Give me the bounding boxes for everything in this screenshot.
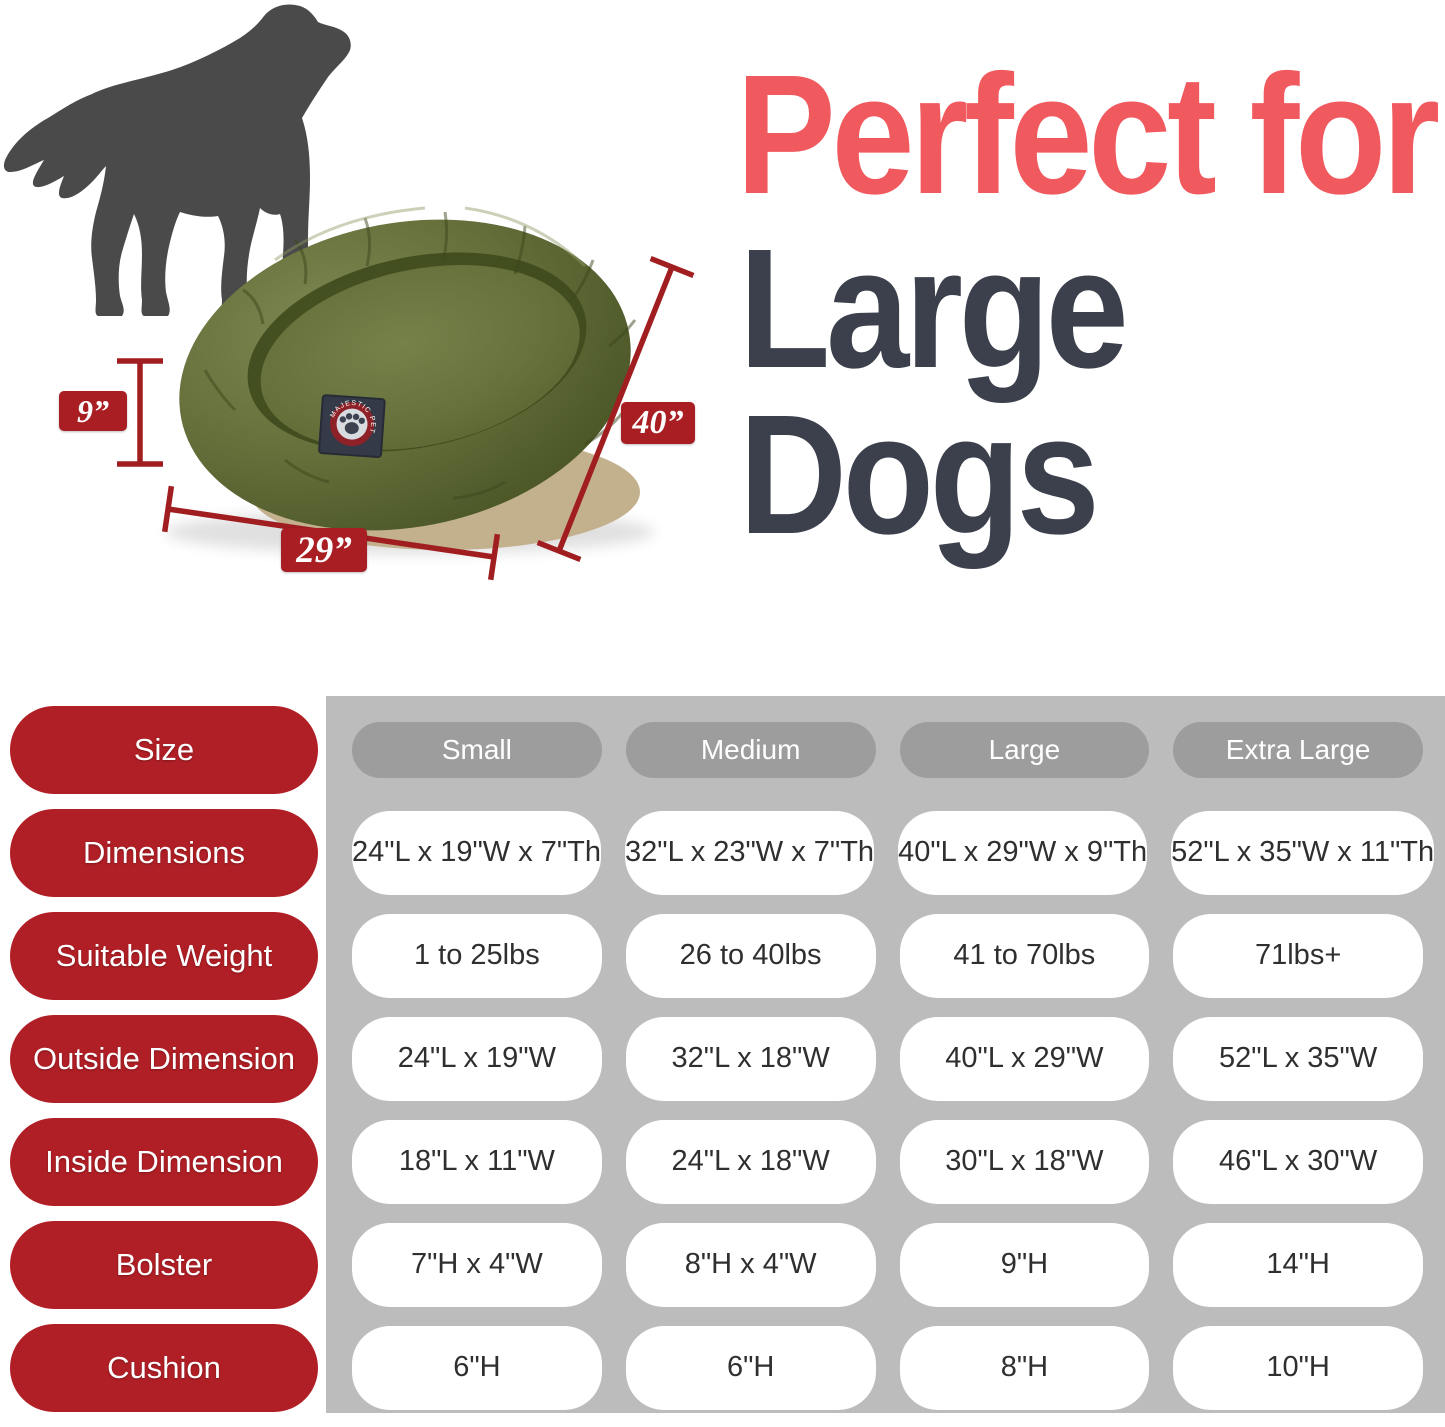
hero-section: MAJESTIC PET [0,0,1445,690]
column-header-pill: Extra Large [1173,721,1423,778]
row-label-pill: Suitable Weight [10,911,318,1000]
chart-data-row: Outside Dimension 24"L x 19"W 32"L x 18"… [0,1007,1445,1110]
value-pill: 1 to 25lbs [352,913,602,998]
value-pill: 8"H [899,1325,1150,1410]
headline-line-3: Dogs [739,380,1100,570]
value-pill: 26 to 40lbs [625,913,876,998]
headline-line-1: Perfect for [736,40,1440,230]
value-pill: 10"H [1173,1325,1423,1410]
chart-data-row: Cushion 6"H 6"H 8"H 10"H [0,1316,1445,1419]
value-pill: 32"L x 18"W [625,1016,876,1101]
chart-data-row: Inside Dimension 18"L x 11"W 24"L x 18"W… [0,1110,1445,1213]
value-pill: 24"L x 19"W x 7"Th [352,810,602,895]
value-pill: 18"L x 11"W [352,1119,602,1204]
brand-tag: MAJESTIC PET [318,394,386,458]
chart-data-row: Suitable Weight 1 to 25lbs 26 to 40lbs 4… [0,904,1445,1007]
value-pill: 9"H [899,1222,1150,1307]
row-label-pill: Inside Dimension [10,1117,318,1206]
value-pill: 8"H x 4"W [625,1222,876,1307]
value-pill: 6"H [625,1325,876,1410]
row-label-pill: Bolster [10,1220,318,1309]
size-chart-section: Size Small Medium Large Extra Large Dime… [0,690,1445,1427]
value-pill: 40"L x 29"W [899,1016,1150,1101]
value-pill: 24"L x 18"W [625,1119,876,1204]
value-pill: 41 to 70lbs [899,913,1150,998]
chart-data-row: Bolster 7"H x 4"W 8"H x 4"W 9"H 14"H [0,1213,1445,1316]
value-pill: 71lbs+ [1173,913,1423,998]
value-pill: 46"L x 30"W [1173,1119,1423,1204]
dog-bed-image: MAJESTIC PET [165,206,655,554]
headline-line-2: Large [739,214,1129,404]
paw-icon [339,413,365,435]
chart-header-row: Size Small Medium Large Extra Large [0,698,1445,801]
dimension-label-width: 29” [281,528,367,572]
value-pill: 40"L x 29"W x 9"Th [898,810,1148,895]
value-pill: 32"L x 23"W x 7"Th [625,810,875,895]
value-pill: 14"H [1173,1222,1423,1307]
dog-silhouette-icon [3,4,351,316]
row-label-pill: Dimensions [10,808,318,897]
column-header-pill: Medium [625,721,876,778]
value-pill: 7"H x 4"W [352,1222,602,1307]
column-header-pill: Small [352,721,602,778]
row-label-pill: Size [10,705,318,794]
dimension-label-height: 9” [59,391,127,431]
column-header-pill: Large [899,721,1150,778]
value-pill: 24"L x 19"W [352,1016,602,1101]
value-pill: 6"H [352,1325,602,1410]
row-label-pill: Outside Dimension [10,1014,318,1103]
value-pill: 30"L x 18"W [899,1119,1150,1204]
value-pill: 52"L x 35"W x 11"Th [1171,810,1435,895]
row-label-pill: Cushion [10,1323,318,1412]
value-pill: 52"L x 35"W [1173,1016,1423,1101]
chart-data-row: Dimensions 24"L x 19"W x 7"Th 32"L x 23"… [0,801,1445,904]
dimension-label-length: 40” [621,402,695,444]
